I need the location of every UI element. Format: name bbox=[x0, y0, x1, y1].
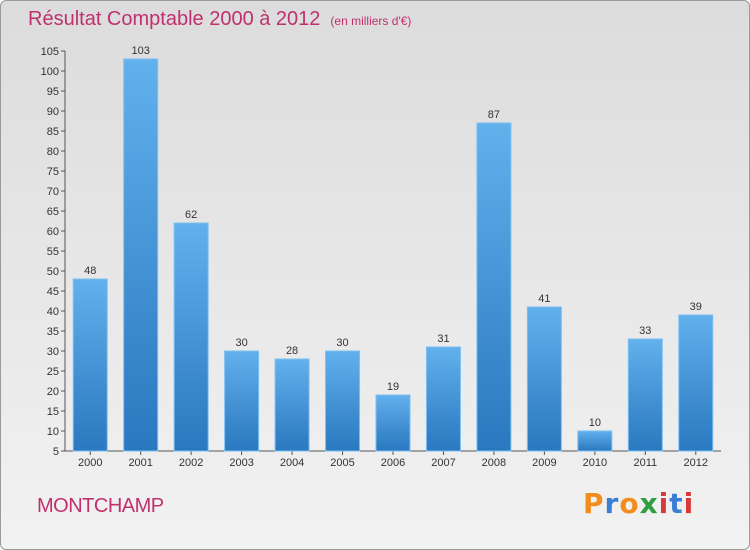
bar-value-label: 39 bbox=[690, 301, 702, 313]
x-tick-label: 2007 bbox=[431, 457, 455, 469]
y-tick-label: 75 bbox=[47, 166, 59, 178]
y-tick-label: 95 bbox=[47, 86, 59, 98]
y-tick-label: 80 bbox=[47, 146, 59, 158]
bar-value-label: 19 bbox=[387, 381, 399, 393]
x-tick-label: 2002 bbox=[179, 457, 203, 469]
y-tick-label: 40 bbox=[47, 306, 59, 318]
bar bbox=[577, 430, 613, 452]
bar-value-label: 30 bbox=[235, 337, 247, 349]
y-tick-label: 15 bbox=[47, 406, 59, 418]
y-tick-label: 30 bbox=[47, 346, 59, 358]
y-tick-label: 50 bbox=[47, 266, 59, 278]
y-tick-label: 20 bbox=[47, 386, 59, 398]
x-tick-label: 2006 bbox=[381, 457, 405, 469]
bar bbox=[325, 350, 361, 452]
logo-letter: x bbox=[639, 487, 659, 520]
bar-value-label: 103 bbox=[132, 45, 150, 57]
x-tick-label: 2000 bbox=[78, 457, 102, 469]
y-tick-label: 60 bbox=[47, 226, 59, 238]
bar bbox=[678, 314, 714, 452]
x-tick-label: 2001 bbox=[128, 457, 152, 469]
y-tick-label: 35 bbox=[47, 326, 59, 338]
bar-value-label: 30 bbox=[336, 337, 348, 349]
y-tick-label: 10 bbox=[47, 426, 59, 438]
bar bbox=[375, 394, 411, 452]
bar bbox=[274, 358, 310, 452]
y-tick-label: 45 bbox=[47, 286, 59, 298]
proxiti-logo: Proxiti bbox=[583, 487, 694, 520]
bar bbox=[224, 350, 260, 452]
bar-value-label: 87 bbox=[488, 109, 500, 121]
y-tick-label: 70 bbox=[47, 186, 59, 198]
logo-letter: t bbox=[669, 487, 684, 520]
y-tick-label: 5 bbox=[53, 446, 59, 458]
bar-value-label: 10 bbox=[589, 417, 601, 429]
y-tick-label: 90 bbox=[47, 106, 59, 118]
x-tick-label: 2003 bbox=[229, 457, 253, 469]
commune-name: MONTCHAMP bbox=[37, 495, 164, 517]
bar-value-label: 28 bbox=[286, 345, 298, 357]
bar-value-label: 48 bbox=[84, 265, 96, 277]
bar bbox=[123, 58, 159, 452]
x-tick-label: 2008 bbox=[482, 457, 506, 469]
logo-letter: i bbox=[658, 487, 670, 520]
x-tick-label: 2011 bbox=[633, 457, 657, 469]
y-tick-label: 85 bbox=[47, 126, 59, 138]
logo-letter: r bbox=[604, 487, 620, 520]
y-tick-label: 55 bbox=[47, 246, 59, 258]
logo-letter: P bbox=[583, 487, 605, 520]
bar bbox=[476, 122, 512, 452]
bar bbox=[627, 338, 663, 452]
bar bbox=[173, 222, 209, 452]
bar bbox=[72, 278, 108, 452]
y-tick-label: 25 bbox=[47, 366, 59, 378]
chart-subtitle: (en milliers d'€) bbox=[330, 14, 412, 28]
bar-value-label: 62 bbox=[185, 209, 197, 221]
y-tick-label: 105 bbox=[41, 46, 59, 58]
y-tick-label: 100 bbox=[41, 66, 59, 78]
bar bbox=[425, 346, 461, 452]
x-tick-label: 2012 bbox=[684, 457, 708, 469]
x-tick-label: 2010 bbox=[583, 457, 607, 469]
logo-letter: o bbox=[619, 487, 640, 520]
x-tick-label: 2004 bbox=[280, 457, 304, 469]
bar-value-label: 31 bbox=[437, 333, 449, 345]
bar-value-label: 33 bbox=[639, 325, 651, 337]
bar-value-label: 41 bbox=[538, 293, 550, 305]
bar bbox=[526, 306, 562, 452]
x-tick-label: 2009 bbox=[532, 457, 556, 469]
chart-title: Résultat Comptable 2000 à 2012 (en millie… bbox=[28, 8, 412, 30]
x-tick-label: 2005 bbox=[330, 457, 354, 469]
y-tick-label: 65 bbox=[47, 206, 59, 218]
logo-letter: i bbox=[683, 487, 695, 520]
